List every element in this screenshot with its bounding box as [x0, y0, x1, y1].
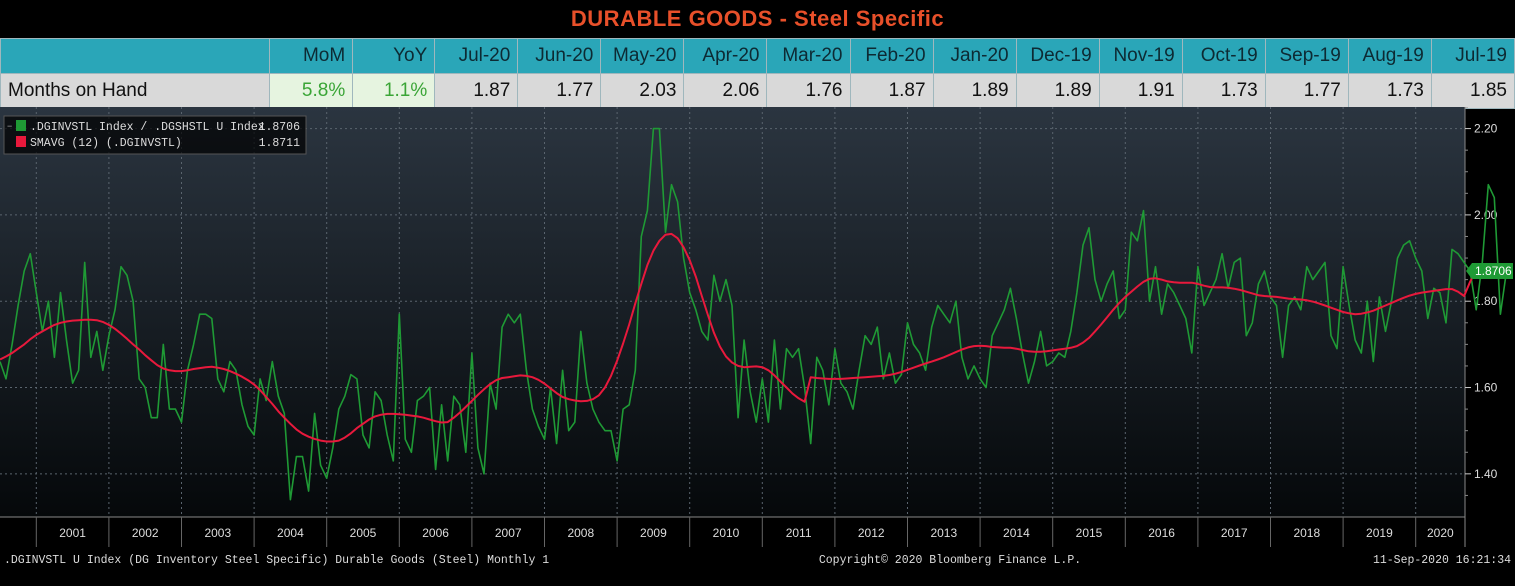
header-cell: May-20	[600, 38, 685, 74]
yoy-cell: 1.1%	[352, 73, 436, 109]
header-cell: Jun-20	[517, 38, 602, 74]
x-axis-band	[0, 517, 1465, 547]
legend-value-series1: 1.8706	[259, 121, 301, 134]
row-label: Months on Hand	[0, 73, 271, 109]
series-line-2	[0, 232, 1483, 443]
value-cell: 1.76	[766, 73, 851, 109]
chart-area: 2001 2002 2003 2004 2005 2006 2007 2008 2009 2010…	[0, 106, 1515, 581]
table-row: Months on Hand 5.8% 1.1% 1.87 1.77 2.03 …	[0, 73, 1515, 109]
x-tick-label: 2019	[1366, 526, 1393, 540]
x-axis: 2001 2002 2003 2004 2005 2006 2007 2008 2009 2010…	[0, 516, 1465, 547]
value-cell: 1.85	[1430, 73, 1515, 109]
header-cell: Nov-19	[1098, 38, 1183, 74]
header-cell: Feb-20	[849, 38, 934, 74]
x-tick-label: 2009	[640, 526, 667, 540]
last-value-tag	[1466, 263, 1513, 279]
value-cell: 2.06	[683, 73, 768, 109]
y-tick-label: 1.40	[1474, 467, 1498, 481]
legend-value-series2: 1.8711	[259, 137, 301, 150]
value-cell: 1.89	[932, 73, 1017, 109]
legend-label-series1: .DGINVSTL Index / .DGSHSTL U Index	[30, 121, 265, 134]
x-tick-label: 2016	[1148, 526, 1175, 540]
footer-timestamp: 11-Sep-2020 16:21:34	[1373, 554, 1511, 567]
header-cell: Jul-19	[1430, 38, 1515, 74]
series-lines	[0, 127, 1508, 501]
header-cell: YoY	[352, 38, 436, 74]
last-value-marker: 1.8706	[1466, 263, 1513, 279]
value-cell: 1.73	[1181, 73, 1266, 109]
y-tick-label: 1.80	[1474, 294, 1498, 308]
gridlines	[0, 107, 1465, 517]
header-cell: Dec-19	[1015, 38, 1100, 74]
x-tick-label: 2011	[786, 526, 812, 540]
mom-cell: 5.8%	[269, 73, 354, 109]
x-tick-label: 2004	[277, 526, 304, 540]
x-tick-label: 2003	[204, 526, 231, 540]
value-cell: 1.77	[1264, 73, 1349, 109]
y-tick-label: 1.60	[1474, 381, 1498, 395]
header-cell	[0, 38, 271, 74]
legend-label-series2: SMAVG (12) (.DGINVSTL)	[30, 137, 182, 150]
x-tick-label: 2015	[1076, 526, 1103, 540]
summary-table: MoM YoY Jul-20 Jun-20 May-20 Apr-20 Mar-…	[0, 38, 1515, 109]
legend-swatch-series2	[16, 136, 26, 147]
value-cell: 1.87	[434, 73, 519, 109]
value-cell: 1.73	[1347, 73, 1432, 109]
header-cell: Mar-20	[766, 38, 851, 74]
legend-swatch-series1	[16, 120, 26, 131]
header-cell: Apr-20	[683, 38, 768, 74]
x-tick-label: 2020	[1427, 526, 1454, 540]
y-axis: 1.401.601.802.002.20	[1464, 106, 1498, 547]
series-line-1	[0, 127, 1508, 501]
x-tick-label: 2007	[495, 526, 522, 540]
legend: − .DGINVSTL Index / .DGSHSTL U Index 1.8…	[3, 115, 307, 155]
value-cell: 1.89	[1015, 73, 1100, 109]
x-tick-label: 2002	[132, 526, 159, 540]
value-cell: 1.91	[1098, 73, 1183, 109]
x-tick-label: 2008	[567, 526, 594, 540]
header-cell: Jul-20	[434, 38, 519, 74]
x-tick-label: 2010	[713, 526, 740, 540]
table-header-row: MoM YoY Jul-20 Jun-20 May-20 Apr-20 Mar-…	[0, 38, 1515, 74]
header-cell: Jan-20	[932, 38, 1017, 74]
legend-collapse-icon: −	[7, 121, 12, 131]
x-tick-label: 2012	[858, 526, 885, 540]
header-cell: MoM	[269, 38, 354, 74]
x-tick-label: 2001	[59, 526, 86, 540]
chart-title-bar: DURABLE GOODS - Steel Specific	[0, 0, 1515, 38]
line-chart: 2001 2002 2003 2004 2005 2006 2007 2008 2009 2010…	[0, 106, 1513, 567]
value-cell: 1.87	[849, 73, 934, 109]
x-tick-label: 2006	[422, 526, 449, 540]
value-cell: 1.77	[517, 73, 602, 109]
footer-source: .DGINVSTL U Index (DG Inventory Steel Sp…	[4, 554, 549, 567]
x-tick-label: 2017	[1221, 526, 1248, 540]
chart-title: DURABLE GOODS - Steel Specific	[570, 6, 945, 31]
footer-copyright: Copyright© 2020 Bloomberg Finance L.P.	[819, 554, 1081, 567]
value-cell: 2.03	[600, 73, 685, 109]
x-tick-label: 2013	[930, 526, 957, 540]
header-cell: Oct-19	[1181, 38, 1266, 74]
header-cell: Aug-19	[1347, 38, 1432, 74]
x-tick-label: 2005	[350, 526, 377, 540]
header-cell: Sep-19	[1264, 38, 1349, 74]
x-tick-label: 2018	[1293, 526, 1320, 540]
y-tick-label: 2.20	[1474, 122, 1498, 136]
x-tick-label: 2014	[1003, 526, 1030, 540]
last-value-label: 1.8706	[1475, 264, 1512, 278]
